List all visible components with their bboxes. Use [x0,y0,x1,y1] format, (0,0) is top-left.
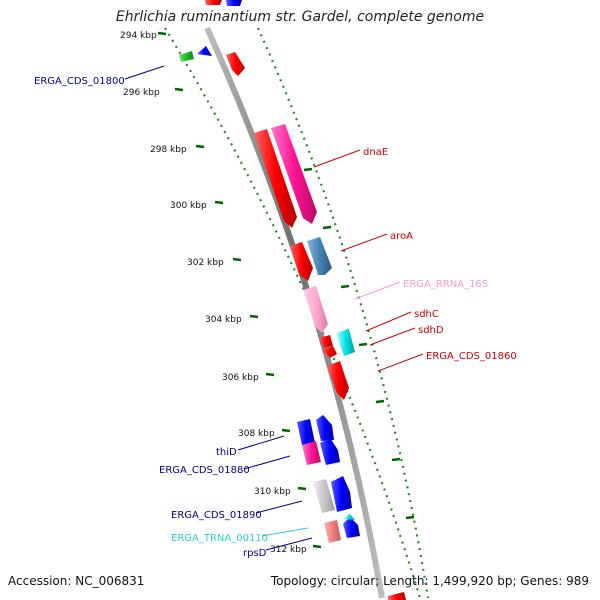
leader-line [340,233,388,252]
rrna-arrow-16s [303,286,328,333]
tick-mark [249,314,259,319]
feature-label-dnae: dnaE [363,147,388,158]
tick-mark [174,87,184,92]
tick-mark [405,515,415,520]
trna-arrow [343,514,355,520]
cds-arrow [179,51,194,62]
cds-arrow-01890 [313,479,335,513]
leader-line [124,65,165,80]
feature-label-thid: thiD [216,447,237,458]
map-title: Ehrlichia ruminantium str. Gardel, compl… [115,9,485,25]
leader-line [237,435,285,451]
tick-label: 312 kbp [270,545,307,555]
cds-arrow-sdhd [319,335,333,348]
genome-summary-text: Topology: circular; Length: 1,499,920 bp… [270,574,589,588]
leader-line [261,527,309,537]
tick-mark [195,144,205,149]
tick-mark [157,31,167,36]
tick-label: 298 kbp [150,145,187,155]
feature-label-erga-rrna-16s: ERGA_RRNA_16S [403,279,488,290]
feature-label-sdhd: sdhD [418,325,444,336]
cds-arrow-01890-2 [331,476,352,512]
tick-mark [232,257,242,262]
cds-arrow-rpsd [343,517,360,538]
tick-mark [340,284,350,289]
tick-mark [297,486,307,491]
tick-label: 294 kbp [120,31,157,41]
cds-arrow-01880-2 [320,438,340,465]
cds-arrow-thid [297,419,315,445]
tick-label: 306 kbp [222,373,259,383]
tick-label: 310 kbp [254,487,291,497]
feature-label-rpsd: rpsD [243,548,267,559]
leader-line [377,353,424,372]
tick-label: 300 kbp [170,201,207,211]
cds-arrow-thid-2 [316,415,334,441]
inner-dotted-ring [256,27,430,599]
feature-label-erga-cds-01800: ERGA_CDS_01800 [34,76,125,87]
leader-line [369,327,416,346]
tick-label: 308 kbp [238,429,275,439]
cds-arrow [226,52,245,76]
feature-label-erga-trna-00110: ERGA_TRNA_00110 [171,533,268,544]
feature-label-sdhc: sdhC [414,309,439,320]
tick-label: 302 kbp [187,258,224,268]
cds-arrow [197,46,212,56]
leader-line [265,537,313,551]
tick-label: 296 kbp [123,88,160,98]
tick-mark [303,167,313,172]
cds-arrow-aroa-2 [307,237,332,275]
cds-arrow-dnae-2 [271,124,317,224]
leader-line [243,455,291,470]
tick-mark [312,544,322,549]
cds-arrow-sdhd-2 [322,346,337,358]
tick-mark [265,372,275,377]
tick-label: 304 kbp [205,315,242,325]
cds-arrow [388,592,406,600]
cds-arrow-01880 [302,441,321,465]
leader-line [365,311,412,332]
tick-mark [358,342,368,347]
cds-arrow-dnae [254,129,297,228]
tick-mark [214,200,224,205]
tick-mark [281,428,291,433]
leader-line [255,500,303,514]
tick-mark [375,399,385,404]
leader-line [313,149,361,168]
cds-arrow-sdhc [336,329,355,356]
cds-arrow [205,0,222,5]
accession-text: Accession: NC_006831 [8,574,145,588]
feature-label-erga-cds-01890: ERGA_CDS_01890 [171,510,262,521]
tick-mark [391,457,401,462]
cds-arrow-aroa [290,242,313,281]
cds-arrow-01860 [327,361,349,400]
cds-arrow [226,0,242,6]
feature-label-aroa: aroA [390,231,413,242]
tick-mark [322,225,332,230]
trna-arrow-00110 [324,520,341,543]
feature-label-erga-cds-01880: ERGA_CDS_01880 [159,465,250,476]
leader-line [354,281,401,300]
feature-label-erga-cds-01860: ERGA_CDS_01860 [426,351,517,362]
